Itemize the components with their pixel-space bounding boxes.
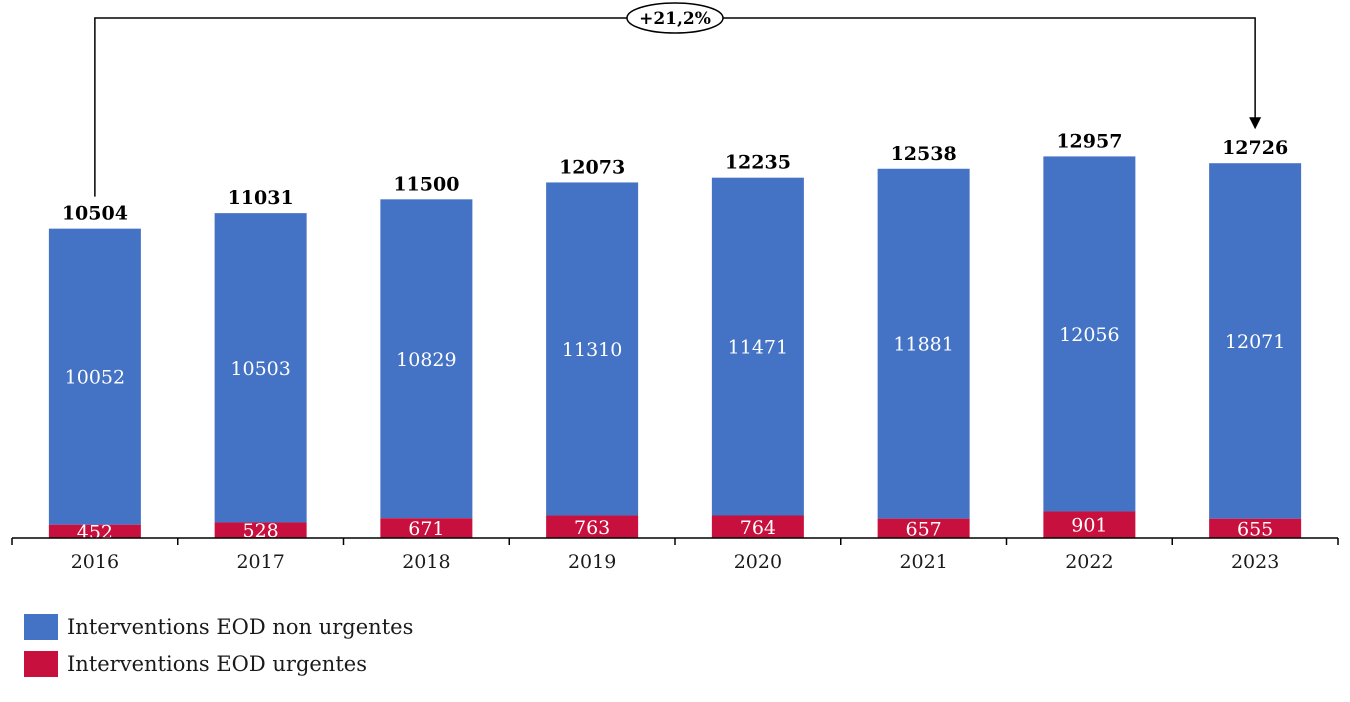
data-label-urgent: 764 <box>740 517 776 539</box>
bar-urgent <box>877 518 970 538</box>
data-label-urgent: 671 <box>408 518 444 540</box>
x-tick-label: 2023 <box>1231 551 1279 573</box>
x-tick-label: 2019 <box>568 551 616 573</box>
data-label-urgent: 763 <box>574 517 610 539</box>
total-label: 10504 <box>62 203 128 225</box>
bar-non-urgent <box>1209 163 1302 519</box>
bar-urgent <box>1043 511 1136 538</box>
growth-arrowhead <box>1249 117 1262 130</box>
legend-item-urgent: Interventions EOD urgentes <box>24 645 413 682</box>
bar-urgent <box>1209 518 1302 538</box>
x-tick-label: 2017 <box>236 551 284 573</box>
legend-swatch-non-urgent <box>24 613 58 640</box>
x-tick-label: 2021 <box>899 551 947 573</box>
legend-label-non-urgent: Interventions EOD non urgentes <box>67 614 414 639</box>
data-label-non-urgent: 10052 <box>65 367 125 389</box>
data-label-non-urgent: 12071 <box>1225 331 1285 353</box>
data-label-urgent: 452 <box>77 521 113 543</box>
bar-urgent <box>711 515 804 538</box>
bar-non-urgent <box>48 228 141 525</box>
bar-non-urgent <box>380 199 473 519</box>
data-label-urgent: 655 <box>1237 518 1273 540</box>
data-label-non-urgent: 10503 <box>230 358 290 380</box>
stacked-bar-chart: 10052 452 10504 2016 10503 528 11031 2017 10829 6… <box>11 2 1339 573</box>
data-label-non-urgent: 10829 <box>396 349 456 371</box>
data-label-non-urgent: 11471 <box>728 337 788 359</box>
legend-item-non-urgent: Interventions EOD non urgentes <box>24 608 413 645</box>
x-tick-label: 2020 <box>734 551 782 573</box>
bar-non-urgent <box>214 213 307 523</box>
total-label: 12538 <box>891 143 957 165</box>
total-label: 12235 <box>725 152 791 174</box>
x-tick-label: 2018 <box>402 551 450 573</box>
legend-swatch-urgent <box>24 650 58 677</box>
bar-non-urgent <box>711 177 804 516</box>
bar-urgent <box>48 524 141 538</box>
bar-non-urgent <box>546 182 639 516</box>
legend-label-urgent: Interventions EOD urgentes <box>67 651 367 676</box>
growth-label: +21,2% <box>639 9 711 29</box>
bar-urgent <box>380 518 473 538</box>
x-tick-label: 2022 <box>1065 551 1113 573</box>
total-label: 11500 <box>393 173 459 195</box>
data-label-urgent: 657 <box>905 518 941 540</box>
data-label-non-urgent: 12056 <box>1059 324 1119 346</box>
growth-badge <box>626 2 724 34</box>
data-label-urgent: 528 <box>242 520 278 542</box>
bar-urgent <box>214 522 307 538</box>
data-label-non-urgent: 11310 <box>562 339 622 361</box>
total-label: 12073 <box>559 156 625 178</box>
data-label-non-urgent: 11881 <box>893 334 953 356</box>
x-tick-label: 2016 <box>71 551 119 573</box>
bar-non-urgent <box>1043 156 1136 512</box>
data-label-urgent: 901 <box>1071 515 1107 537</box>
legend: Interventions EOD non urgentes Intervent… <box>24 608 413 682</box>
bar-urgent <box>546 515 639 538</box>
bar-non-urgent <box>877 168 970 519</box>
total-label: 12957 <box>1056 130 1122 152</box>
total-label: 12726 <box>1222 137 1288 159</box>
total-label: 11031 <box>228 187 294 209</box>
